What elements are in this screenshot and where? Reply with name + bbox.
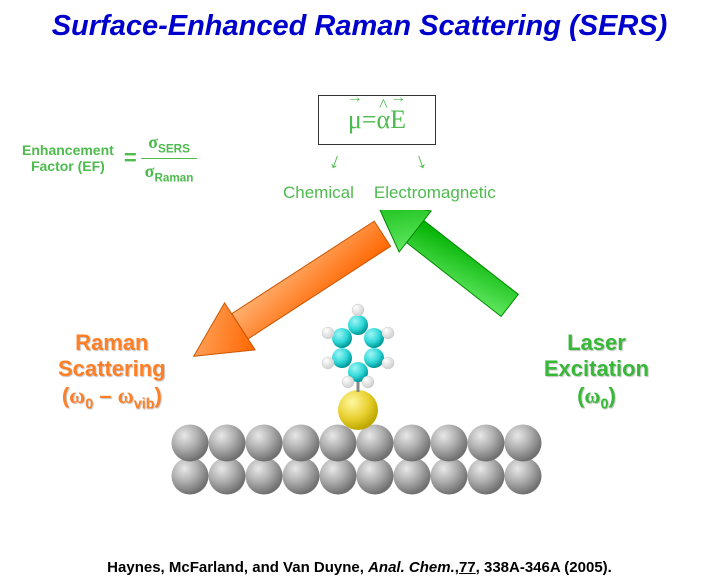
ef-fraction: σSERS σRaman [141, 130, 198, 187]
nanoparticle [338, 390, 378, 430]
laser-excitation-label: Laser Excitation (ω0) [544, 330, 649, 413]
electromagnetic-label: Electromagnetic [374, 183, 496, 203]
dipole-equation: μ = αE [318, 95, 436, 145]
enhancement-factor-formula: Enhancement Factor (EF) = σSERS σRaman [22, 130, 197, 187]
slide-title: Surface-Enhanced Raman Scattering (SERS) [0, 10, 719, 43]
molecule [322, 304, 394, 392]
raman-scattering-label: Raman Scattering (ω0 – ωvib) [58, 330, 166, 413]
mechanism-labels: Chemical Electromagnetic [283, 183, 496, 203]
ef-equals: = [124, 145, 137, 171]
ef-label: Enhancement Factor (EF) [22, 142, 114, 176]
citation: Haynes, McFarland, and Van Duyne, Anal. … [0, 559, 719, 576]
substrate-row-top [172, 425, 542, 462]
chemical-label: Chemical [283, 183, 354, 203]
laser-arrow [360, 210, 526, 326]
substrate-row-bottom [172, 458, 542, 495]
